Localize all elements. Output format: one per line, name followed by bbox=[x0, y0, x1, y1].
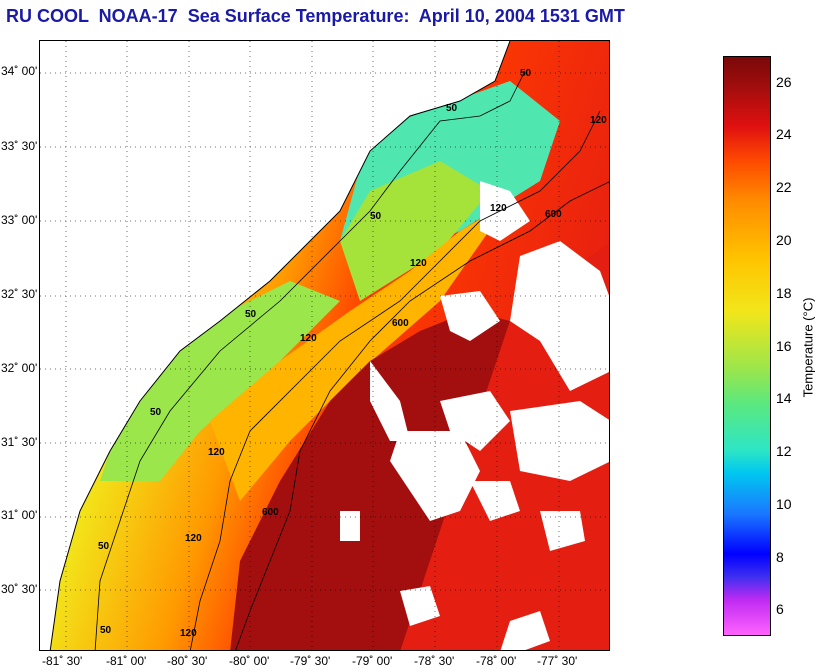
sst-map: 50 50 50 50 50 50 50 120 120 120 120 120… bbox=[39, 40, 610, 651]
isobath-50m bbox=[94, 70, 526, 650]
cloud-patch bbox=[470, 481, 520, 521]
cool-coastal-band bbox=[100, 281, 340, 481]
latitude-tick-label: 31˚ 30' bbox=[1, 435, 38, 449]
temperature-colorbar bbox=[723, 56, 771, 636]
latitude-tick-label: 32˚ 00' bbox=[1, 361, 38, 375]
colorbar-tick-label: 6 bbox=[776, 601, 784, 617]
longitude-tick-label: -80˚ 30' bbox=[167, 654, 208, 668]
contour-label: 50 bbox=[150, 407, 162, 418]
contour-label: 120 bbox=[185, 533, 202, 544]
colorbar-tick-label: 24 bbox=[776, 126, 792, 142]
longitude-tick-label: -81˚ 30' bbox=[42, 654, 83, 668]
longitude-tick-label: -79˚ 30' bbox=[290, 654, 331, 668]
colorbar-tick-label: 14 bbox=[776, 390, 792, 406]
contour-label: 120 bbox=[410, 258, 427, 269]
contour-label: 600 bbox=[262, 507, 279, 518]
cloud-patch bbox=[480, 181, 530, 241]
coastline bbox=[49, 41, 511, 650]
colorbar-tick-label: 8 bbox=[776, 549, 784, 565]
contour-label: 50 bbox=[446, 103, 458, 114]
contour-label: 120 bbox=[590, 115, 607, 126]
cloud-patch bbox=[540, 511, 585, 551]
latitude-tick-label: 32˚ 30' bbox=[1, 287, 38, 301]
contour-label: 120 bbox=[180, 628, 197, 639]
contour-label: 120 bbox=[300, 333, 317, 344]
longitude-tick-label: -78˚ 30' bbox=[414, 654, 455, 668]
cool-band-north bbox=[340, 161, 490, 301]
cloud-patch bbox=[500, 611, 550, 650]
longitude-tick-label: -77˚ 30' bbox=[537, 654, 578, 668]
colorbar-tick-label: 22 bbox=[776, 179, 792, 195]
colorbar-tick-label: 12 bbox=[776, 443, 792, 459]
cloud-patch bbox=[400, 586, 440, 626]
latitude-tick-label: 33˚ 30' bbox=[1, 139, 38, 153]
latitude-tick-label: 30˚ 30' bbox=[1, 582, 38, 596]
graticule bbox=[40, 41, 609, 650]
colorbar-tick-label: 16 bbox=[776, 338, 792, 354]
cloud-patch bbox=[370, 361, 410, 441]
longitude-tick-label: -80˚ 00' bbox=[229, 654, 270, 668]
longitude-tick-label: -79˚ 00' bbox=[352, 654, 393, 668]
colorbar-tick-label: 10 bbox=[776, 496, 792, 512]
contour-label: 50 bbox=[370, 211, 382, 222]
contour-label: 50 bbox=[520, 68, 532, 79]
longitude-tick-label: -81˚ 00' bbox=[106, 654, 147, 668]
isobath-600m bbox=[235, 181, 609, 650]
map-title: RU COOL NOAA-17 Sea Surface Temperature:… bbox=[6, 6, 625, 26]
contour-label: 120 bbox=[490, 203, 507, 214]
latitude-tick-label: 33˚ 00' bbox=[1, 213, 38, 227]
colorbar-tick-label: 18 bbox=[776, 285, 792, 301]
colorbar-label: Temperature (°C) bbox=[800, 297, 816, 398]
cloud-patch bbox=[440, 291, 500, 341]
contour-label: 120 bbox=[208, 447, 225, 458]
land bbox=[40, 41, 510, 650]
contour-label: 50 bbox=[100, 625, 112, 636]
latitude-tick-label: 31˚ 00' bbox=[1, 508, 38, 522]
longitude-tick-label: -78˚ 00' bbox=[476, 654, 517, 668]
isobath-120m bbox=[189, 110, 601, 650]
colorbar-tick-label: 20 bbox=[776, 232, 792, 248]
latitude-tick-label: 34˚ 00' bbox=[1, 64, 38, 78]
contour-label: 600 bbox=[392, 318, 409, 329]
cloud-patch bbox=[340, 511, 360, 541]
contour-label: 50 bbox=[245, 309, 257, 320]
contour-label: 600 bbox=[545, 209, 562, 220]
contour-label: 50 bbox=[98, 541, 110, 552]
gulf-stream-core bbox=[230, 311, 510, 650]
colorbar-tick-label: 26 bbox=[776, 74, 792, 90]
